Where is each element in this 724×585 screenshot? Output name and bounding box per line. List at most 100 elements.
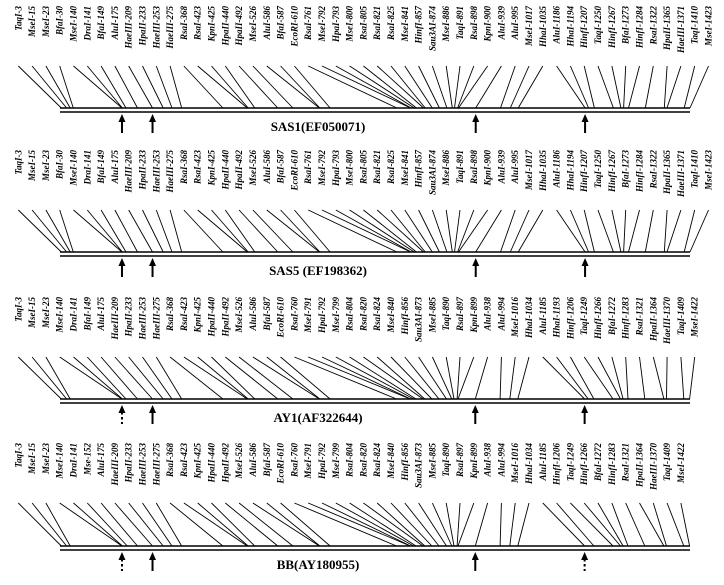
site-label: BfaI-149 <box>96 6 106 41</box>
site-connector <box>390 502 433 547</box>
site-connector <box>114 209 138 253</box>
site-connector <box>456 356 461 400</box>
site-connector <box>197 209 248 253</box>
site-label: HaeIII-253 <box>138 443 148 487</box>
site-label: TaqI-1249 <box>579 297 589 336</box>
site-marker-arrowhead <box>149 405 157 413</box>
site-connector <box>376 209 424 253</box>
site-label: Mse-152 <box>82 443 92 476</box>
site-connector <box>335 356 414 400</box>
site-connector <box>431 65 448 109</box>
site-label: MseI-886 <box>441 150 451 187</box>
site-connector <box>569 209 590 253</box>
site-connector <box>211 356 256 400</box>
site-label: AluI-586 <box>262 150 272 185</box>
site-connector <box>500 65 516 109</box>
site-connector <box>86 356 127 400</box>
site-connector <box>474 502 489 547</box>
site-label: AluI-1186 <box>552 150 562 189</box>
site-connector <box>404 65 433 109</box>
site-label: MseI-526 <box>248 150 258 187</box>
site-label: HpaI-793 <box>331 6 341 44</box>
site-connector <box>666 209 682 253</box>
site-label: TaqI-3 <box>13 150 23 175</box>
site-label: KpnI-425 <box>193 297 203 334</box>
site-label: RsaI-423 <box>193 150 203 186</box>
site-label: HhaI-1193 <box>552 297 562 339</box>
site-connector <box>266 502 321 547</box>
site-connector <box>294 356 397 400</box>
site-label: RsaI-805 <box>358 6 368 42</box>
site-label: MseI-1423 <box>704 6 714 47</box>
site-connector <box>625 502 646 547</box>
site-connector <box>569 65 590 109</box>
site-connector <box>509 502 516 547</box>
site-marker-arrowhead <box>581 114 589 122</box>
site-label: HaeIII-209 <box>110 443 120 487</box>
site-label: HaeIII-209 <box>124 150 134 194</box>
site-connector <box>17 502 62 547</box>
site-connector <box>431 502 453 547</box>
site-label: AluI-995 <box>510 150 520 185</box>
site-label: MseI-140 <box>55 297 65 334</box>
site-label: TaqI-1409 <box>676 297 686 336</box>
site-connector <box>457 356 475 400</box>
site-label: TaqI-1410 <box>690 150 700 189</box>
site-connector <box>197 356 249 400</box>
site-connector <box>197 502 249 547</box>
site-label: HpaII-492 <box>234 150 244 191</box>
site-connector <box>349 356 417 400</box>
site-connector <box>73 356 123 400</box>
site-connector <box>680 356 685 400</box>
site-connector <box>680 502 691 547</box>
site-connector <box>73 65 123 109</box>
site-label: DraI-141 <box>69 297 79 333</box>
site-connector <box>169 209 183 253</box>
site-connector <box>644 65 654 109</box>
site-label: MseI-841 <box>400 6 410 43</box>
site-label: HinfI-1266 <box>579 443 589 487</box>
site-label: HaeIII-1371 <box>676 150 686 198</box>
site-connector <box>266 356 321 400</box>
site-connector <box>475 65 502 109</box>
site-label: MseI-1423 <box>704 150 714 191</box>
site-connector <box>404 502 440 547</box>
site-label: RsaI-804 <box>345 443 355 479</box>
site-label: RsaI-423 <box>179 443 189 479</box>
site-connector <box>457 502 475 547</box>
site-connector <box>238 209 279 253</box>
site-marker-arrowhead <box>149 552 157 560</box>
site-label: HaeIII-253 <box>151 6 161 50</box>
site-marker-arrowhead <box>149 258 157 266</box>
site-label: Sau3AI-873 <box>414 443 424 489</box>
site-connector <box>689 356 696 400</box>
site-connector <box>611 209 622 253</box>
site-connector <box>666 356 668 400</box>
site-label: BfaI-1272 <box>607 297 617 336</box>
site-label: KpnI-425 <box>207 150 217 187</box>
site-connector <box>418 65 440 109</box>
site-connector <box>280 209 321 253</box>
site-label: RsaI-897 <box>455 297 465 333</box>
site-connector <box>224 209 256 253</box>
site-label: HpaII-1365 <box>662 150 672 196</box>
site-label: DraI-141 <box>69 443 79 479</box>
site-label: MseI-885 <box>427 443 437 480</box>
site-label: AluI-586 <box>262 6 272 41</box>
site-label: AluI-1186 <box>552 6 562 45</box>
site-label: KpnI-425 <box>193 443 203 480</box>
site-connector <box>86 502 128 547</box>
site-label: RsaI-825 <box>386 6 396 42</box>
site-connector <box>363 502 424 547</box>
site-label: EcoRI-610 <box>276 443 286 485</box>
site-label: KpnI-900 <box>483 6 493 43</box>
site-label: RsaI-761 <box>303 150 313 185</box>
site-label: HpaI-792 <box>317 443 327 481</box>
site-connector <box>280 356 331 400</box>
site-label: HpaII-233 <box>138 150 148 191</box>
site-label: MseI-791 <box>303 443 313 480</box>
site-connector <box>335 209 412 253</box>
site-connector <box>390 356 433 400</box>
site-connector <box>517 65 544 109</box>
site-label: MseI-23 <box>41 6 51 38</box>
